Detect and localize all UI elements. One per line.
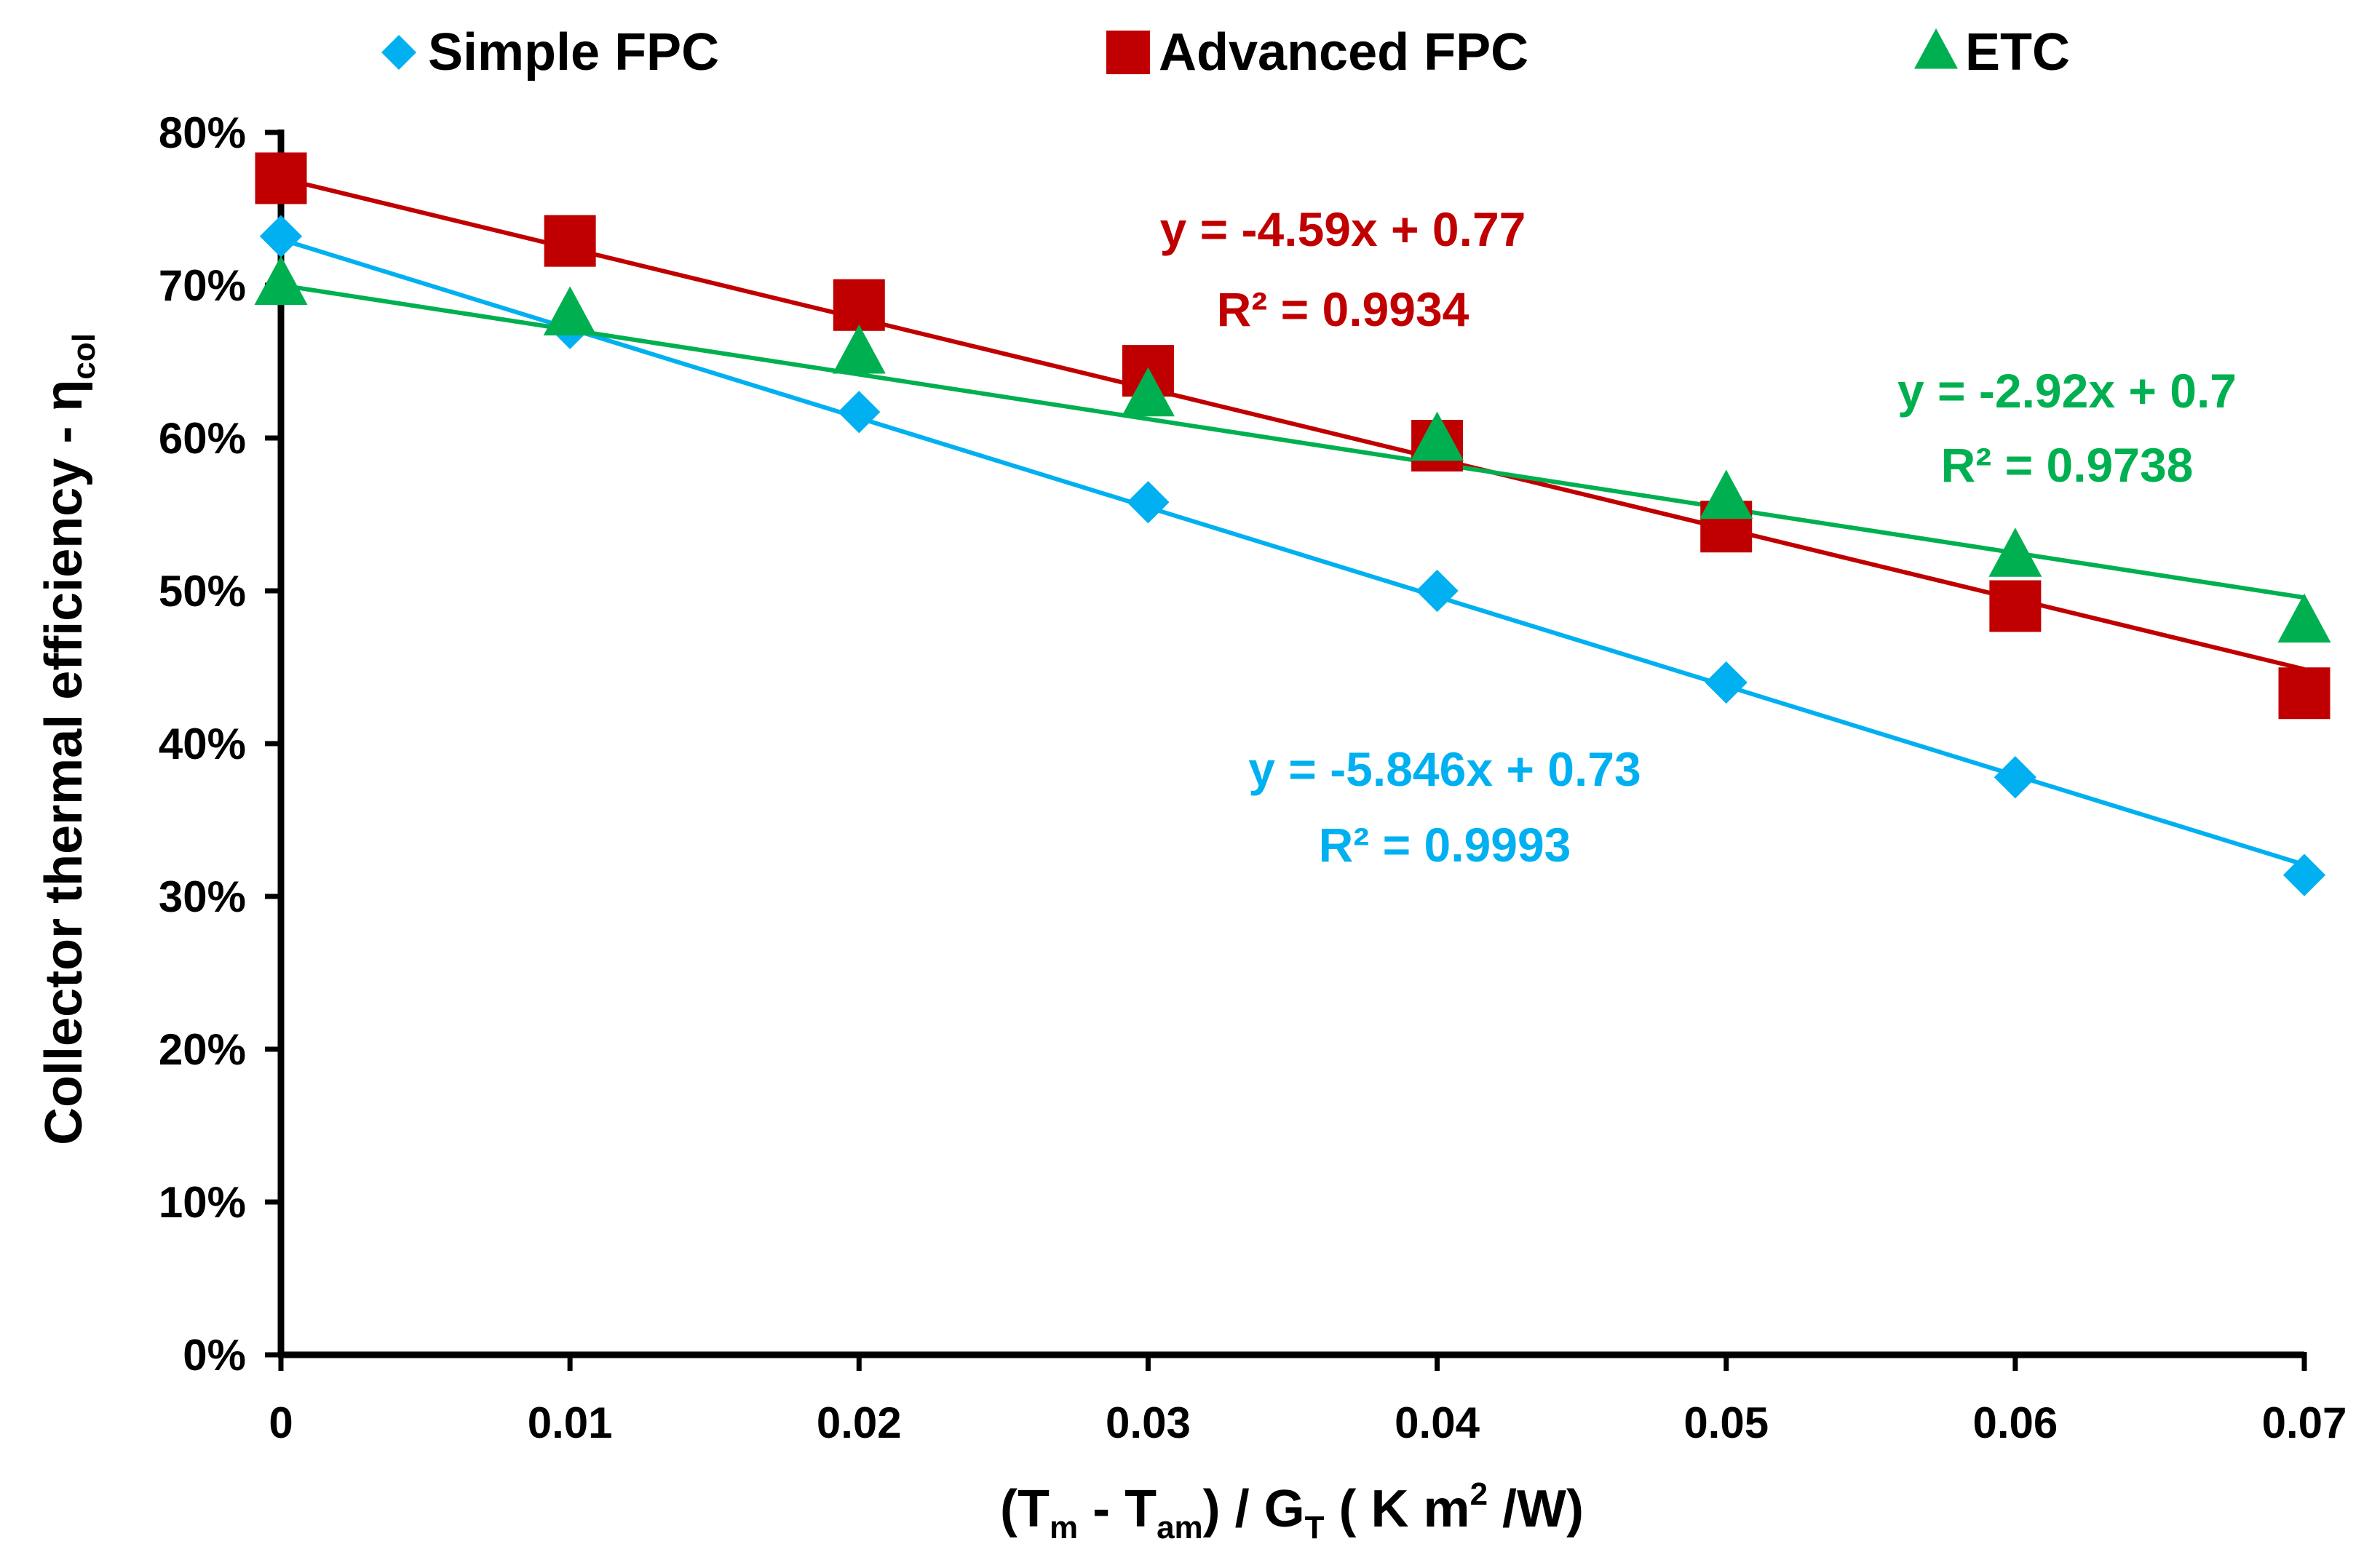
trendline-etc bbox=[280, 283, 2305, 600]
y-tick-label: 40% bbox=[159, 720, 246, 768]
marker-simple-fpc bbox=[1705, 661, 1748, 704]
marker-simple-fpc bbox=[259, 215, 303, 258]
equation-text-advanced-fpc: y = -4.59x + 0.77 bbox=[1160, 202, 1526, 256]
trendline-simple-fpc bbox=[280, 237, 2305, 867]
y-tick-label: 60% bbox=[159, 414, 246, 463]
legend-label-etc: ETC bbox=[1965, 23, 2070, 81]
equation-text-etc: y = -2.92x + 0.7 bbox=[1897, 364, 2237, 418]
data-markers bbox=[254, 152, 2331, 896]
x-tick-label: 0.04 bbox=[1395, 1398, 1480, 1447]
r2-text-etc: R² = 0.9738 bbox=[1941, 438, 2194, 492]
trendlines bbox=[280, 176, 2305, 867]
y-tick-label: 10% bbox=[159, 1178, 246, 1227]
marker-etc bbox=[1121, 367, 1175, 417]
marker-etc bbox=[1699, 469, 1753, 519]
equation-advanced-fpc: y = -4.59x + 0.77 R² = 0.9934 bbox=[1160, 202, 1526, 336]
legend-label-simple-fpc: Simple FPC bbox=[428, 23, 719, 81]
marker-etc bbox=[1411, 411, 1464, 461]
x-tick-label: 0 bbox=[269, 1398, 293, 1447]
legend-item-etc: ETC bbox=[1914, 23, 2070, 81]
x-ticks: 0 0.01 0.02 0.03 0.04 0.05 0.06 0.07 bbox=[269, 1352, 2347, 1447]
y-tick-label: 50% bbox=[159, 567, 246, 616]
marker-advanced-fpc bbox=[833, 279, 885, 331]
x-tick-label: 0.02 bbox=[817, 1398, 902, 1447]
legend-item-advanced-fpc: Advanced FPC bbox=[1106, 23, 1528, 81]
equation-simple-fpc: y = -5.846x + 0.73 R² = 0.9993 bbox=[1248, 742, 1641, 872]
legend: Simple FPC Advanced FPC ETC bbox=[381, 23, 2070, 81]
marker-etc bbox=[254, 255, 308, 305]
r2-text-advanced-fpc: R² = 0.9934 bbox=[1217, 282, 1469, 336]
x-tick-label: 0.01 bbox=[528, 1398, 613, 1447]
x-tick-label: 0.07 bbox=[2262, 1398, 2347, 1447]
marker-advanced-fpc bbox=[255, 152, 307, 204]
marker-simple-fpc bbox=[838, 391, 881, 434]
y-ticks: 0% 10% 20% 30% 40% 50% 60% 70% 80% bbox=[159, 108, 284, 1380]
legend-item-simple-fpc: Simple FPC bbox=[381, 23, 719, 81]
y-tick-label: 70% bbox=[159, 261, 246, 310]
y-tick-label: 0% bbox=[183, 1331, 246, 1380]
legend-marker-simple-fpc bbox=[381, 35, 416, 70]
y-tick-label: 30% bbox=[159, 872, 246, 921]
legend-marker-advanced-fpc bbox=[1106, 31, 1150, 74]
marker-etc bbox=[832, 324, 886, 374]
marker-simple-fpc bbox=[1127, 481, 1170, 524]
marker-etc bbox=[2277, 593, 2331, 643]
legend-label-advanced-fpc: Advanced FPC bbox=[1159, 23, 1528, 81]
marker-advanced-fpc bbox=[544, 215, 596, 267]
marker-etc bbox=[543, 286, 597, 335]
x-tick-label: 0.05 bbox=[1683, 1398, 1769, 1447]
equation-etc: y = -2.92x + 0.7 R² = 0.9738 bbox=[1897, 364, 2237, 492]
x-axis-title: (Tm - Tam) / GT ( K m2 /W) bbox=[1000, 1476, 1584, 1545]
r2-text-simple-fpc: R² = 0.9993 bbox=[1319, 818, 1571, 872]
legend-marker-etc bbox=[1914, 28, 1958, 69]
y-axis-title: Collector thermal efficiency - ηcol bbox=[35, 333, 102, 1145]
marker-simple-fpc bbox=[1416, 569, 1459, 613]
x-tick-label: 0.06 bbox=[1972, 1398, 2058, 1447]
y-tick-label: 80% bbox=[159, 108, 246, 157]
marker-advanced-fpc bbox=[2278, 667, 2331, 720]
marker-simple-fpc bbox=[2282, 853, 2326, 896]
trendline-advanced-fpc bbox=[280, 176, 2305, 672]
marker-etc bbox=[1988, 528, 2042, 577]
x-tick-label: 0.03 bbox=[1106, 1398, 1191, 1447]
marker-advanced-fpc bbox=[1989, 580, 2042, 632]
y-tick-label: 20% bbox=[159, 1025, 246, 1074]
equation-text-simple-fpc: y = -5.846x + 0.73 bbox=[1248, 742, 1641, 796]
marker-simple-fpc bbox=[1994, 756, 2036, 799]
